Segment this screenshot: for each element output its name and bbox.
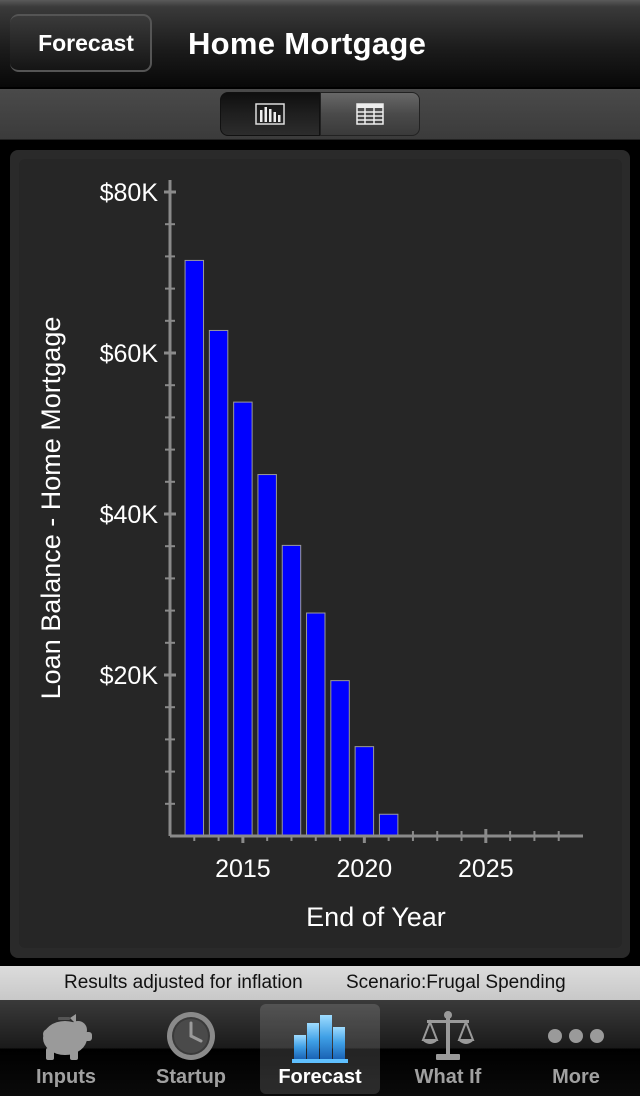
tab-inputs[interactable]: Inputs [6, 1004, 126, 1094]
x-tick-label: 2025 [458, 855, 514, 883]
y-tick-label: $20K [100, 662, 159, 690]
y-tick-label: $40K [100, 501, 159, 529]
page-title: Home Mortgage [188, 26, 427, 61]
back-button-label: Forecast [38, 29, 134, 56]
y-tick-label: $80K [100, 179, 159, 207]
bar-2020 [354, 746, 375, 837]
bar-2018 [306, 612, 326, 837]
tab-label: Startup [156, 1066, 226, 1088]
y-axis-title: Loan Balance - Home Mortgage [36, 317, 66, 700]
navigation-bar: Forecast Home Mortgage [0, 0, 640, 88]
tab-bar: Inputs Startup [0, 1000, 640, 1096]
piggy-bank-icon [43, 1014, 92, 1060]
tab-startup[interactable]: Startup [131, 1004, 251, 1094]
table-view-segment[interactable] [320, 92, 420, 136]
bar-2013 [184, 259, 205, 837]
loan-balance-chart: $20K $40K $60K $80K 2015 2020 2025 End of Year L… [36, 179, 583, 932]
tab-label: Forecast [278, 1066, 362, 1088]
more-dots-icon [548, 1029, 604, 1043]
table-icon [356, 103, 384, 125]
bar-2014 [208, 329, 229, 837]
tab-what-if[interactable]: What If [388, 1004, 508, 1094]
view-toggle-bar [0, 89, 640, 140]
tab-label: More [552, 1066, 600, 1088]
tab-more[interactable]: More [516, 1004, 636, 1094]
tab-label: Inputs [36, 1066, 96, 1088]
scenario-label: Scenario:Frugal Spending [346, 972, 566, 993]
bar-2019 [330, 680, 350, 837]
bar-chart-icon [255, 103, 285, 125]
scales-icon [421, 1011, 475, 1060]
bar-2016 [257, 474, 277, 837]
chart-view-segment[interactable] [220, 92, 320, 136]
bar-2021 [378, 813, 399, 837]
x-tick-label: 2015 [215, 855, 271, 883]
tab-forecast[interactable]: Forecast [260, 1004, 380, 1094]
bar-2015 [233, 401, 253, 837]
tab-label: What If [414, 1066, 482, 1088]
back-button[interactable]: Forecast [10, 14, 152, 72]
clock-icon [167, 1012, 215, 1060]
status-strip: Results adjusted for inflation Scenario:… [0, 966, 640, 1000]
bar-2017 [281, 544, 302, 837]
x-tick-label: 2020 [337, 855, 393, 883]
bar-chart-icon [292, 1015, 348, 1063]
x-axis-title: End of Year [306, 902, 446, 932]
y-tick-label: $60K [100, 340, 159, 368]
inflation-note: Results adjusted for inflation [64, 972, 303, 993]
